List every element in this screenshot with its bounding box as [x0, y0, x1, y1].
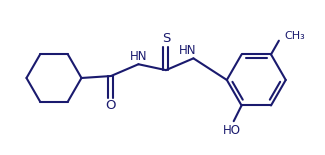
- Text: S: S: [162, 32, 170, 45]
- Text: HN: HN: [179, 44, 196, 57]
- Text: HO: HO: [223, 124, 241, 137]
- Text: HN: HN: [130, 50, 147, 63]
- Text: CH₃: CH₃: [285, 31, 306, 41]
- Text: O: O: [106, 99, 116, 112]
